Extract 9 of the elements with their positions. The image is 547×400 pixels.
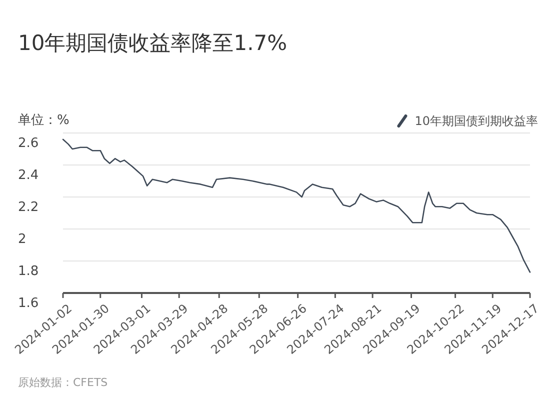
chart-title: 10年期国债收益率降至1.7% — [18, 31, 288, 55]
y-tick-label: 2.4 — [18, 168, 39, 183]
legend: 10年期国债到期收益率 — [397, 114, 538, 128]
y-tick-label: 2.2 — [18, 200, 39, 215]
y-tick-label: 1.8 — [18, 264, 39, 279]
y-tick-label: 2.6 — [18, 136, 39, 151]
y-tick-label: 2 — [18, 232, 26, 247]
y-axis-title: 单位：% — [18, 113, 70, 128]
text: 原始数据：CFETS — [18, 376, 108, 389]
